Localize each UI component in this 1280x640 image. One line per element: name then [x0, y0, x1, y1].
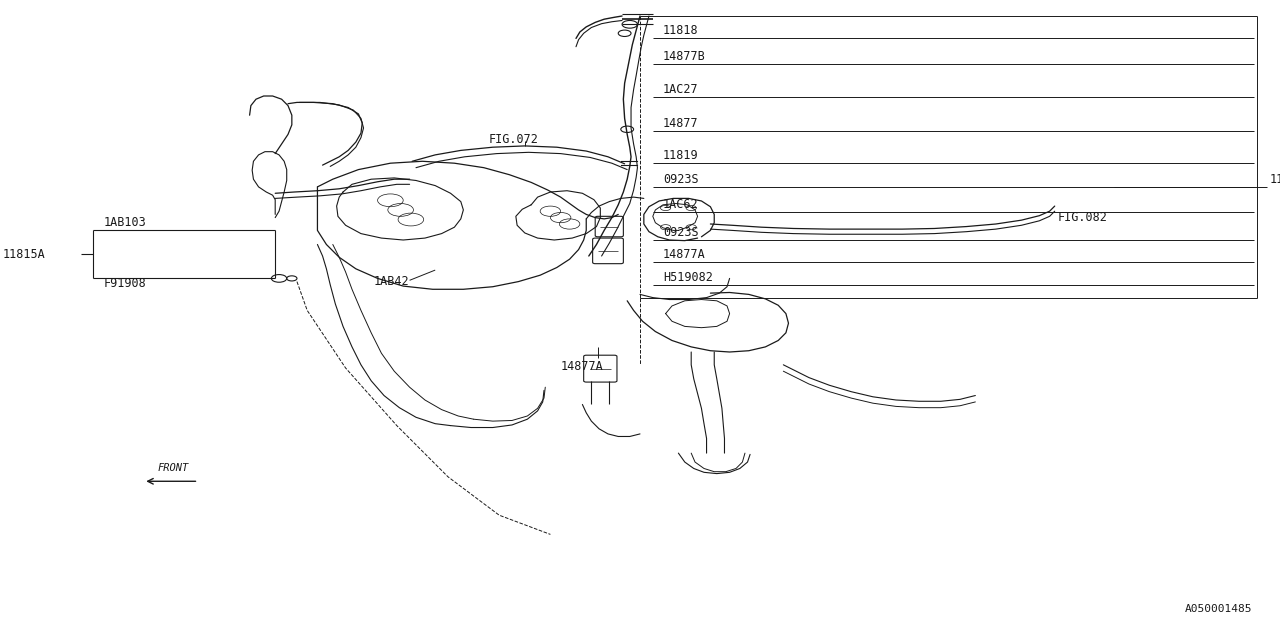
- Text: 14877: 14877: [663, 117, 699, 130]
- Text: 14877A: 14877A: [561, 360, 603, 372]
- Text: 1AB42: 1AB42: [374, 275, 410, 288]
- Text: 11819: 11819: [663, 149, 699, 162]
- Text: 11815: 11815: [1270, 173, 1280, 186]
- Text: FIG.082: FIG.082: [1057, 211, 1107, 224]
- Text: 0923S: 0923S: [663, 173, 699, 186]
- Text: 1AC62: 1AC62: [663, 198, 699, 211]
- Text: 11815A: 11815A: [3, 248, 45, 261]
- Text: F91908: F91908: [104, 277, 146, 290]
- Text: H519082: H519082: [663, 271, 713, 284]
- Text: 11818: 11818: [663, 24, 699, 37]
- Text: 1AC27: 1AC27: [663, 83, 699, 96]
- Text: 1AB103: 1AB103: [104, 216, 146, 229]
- Text: A050001485: A050001485: [1184, 604, 1252, 614]
- Text: 0923S: 0923S: [663, 226, 699, 239]
- Text: FRONT: FRONT: [157, 463, 188, 474]
- Text: 14877A: 14877A: [663, 248, 705, 261]
- Text: FIG.072: FIG.072: [489, 133, 539, 146]
- Text: 14877B: 14877B: [663, 50, 705, 63]
